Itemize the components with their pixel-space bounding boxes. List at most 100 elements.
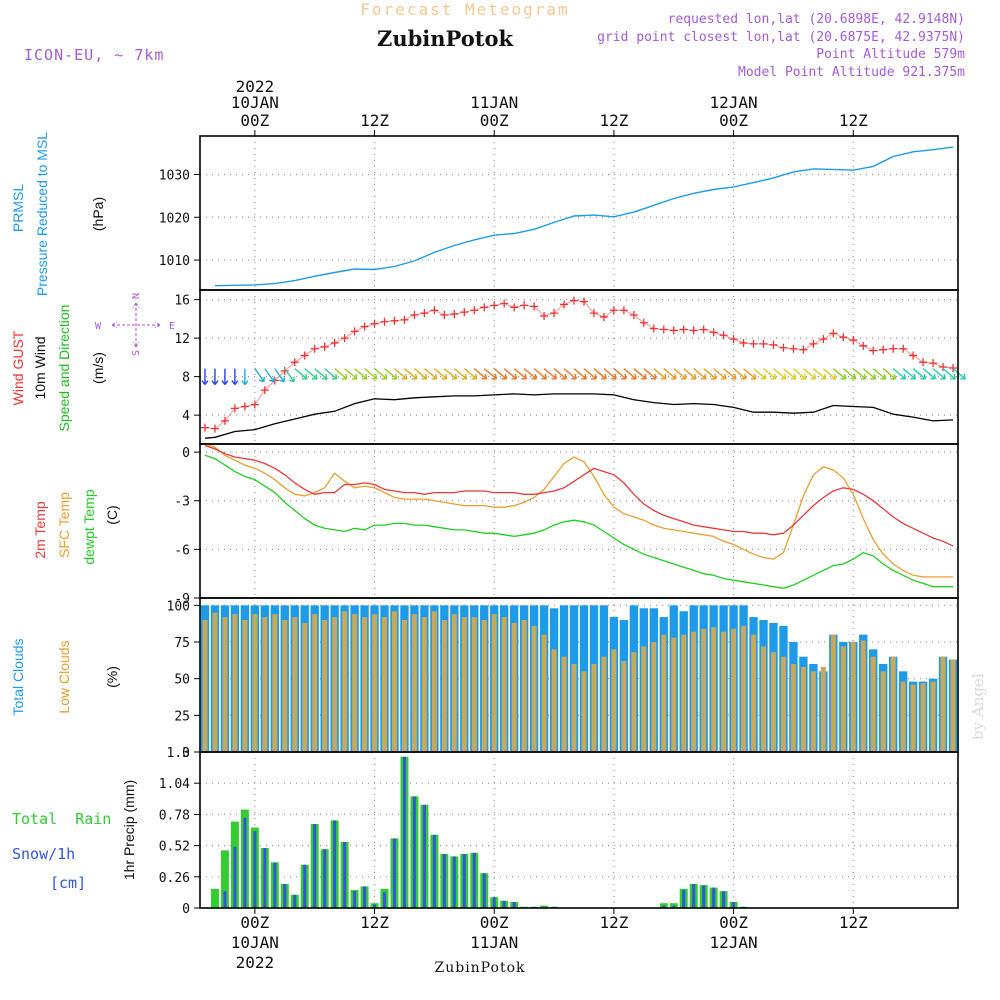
wind-direction-arrow [852,368,867,380]
precip-unit: 1hr Precip (mm) [121,780,137,880]
wind-direction-arrow [573,368,587,380]
clouds-tick-label: 25 [174,709,190,724]
low-cloud-bar [561,656,567,752]
wind-direction-arrow [842,368,857,380]
bottom-time-label: 12Z [839,913,868,932]
snow-unit-label: [cm] [50,874,86,892]
wind-arrow-shape [344,368,358,380]
wind-direction-arrow [284,368,295,383]
pressure-unit: (hPa) [90,197,106,231]
low-cloud-bar [521,620,527,752]
wind-direction-arrow [553,368,568,380]
wind-tick-label: 4 [182,409,190,424]
low-cloud-bar [461,617,467,752]
wind-arrow-shape [583,368,597,380]
snow-bar [692,884,696,908]
wind-arrow-shape [593,368,607,380]
low-cloud-bar [930,681,936,752]
wind-arrow-shape [523,368,538,380]
snow-bar [363,886,367,908]
wind-arrow-shape [463,368,478,380]
wind-direction-arrow [902,368,917,380]
wind-arrow-shape [703,368,717,380]
temp-tick-label: -6 [174,543,190,558]
low-cloud-bar [880,671,886,752]
low-cloud-bar [421,617,427,752]
precip-tick-label: 0 [182,902,190,917]
wind-10m-label: 10m Wind [32,336,48,399]
wind-direction-arrow [753,368,767,380]
wind-arrow-shape [683,368,697,380]
wind-arrow-shape [394,368,408,380]
top-year-label: 2022 [236,77,275,96]
wind-arrow-shape [842,368,857,380]
precip-tick-label: 0.52 [159,840,190,855]
wind-direction-arrow [773,368,787,380]
wind-arrow-shape [882,368,897,380]
low-cloud-bar [860,640,866,752]
wind-direction-arrow [314,368,328,380]
snow-bar [482,873,486,908]
wind-direction-arrow [912,368,927,380]
wind-arrow-shape [573,368,587,380]
low-cloud-bar [391,611,397,752]
low-cloud-bar [810,671,816,752]
wind-arrow-shape [783,368,797,380]
wind-arrow-shape [922,368,937,380]
low-cloud-bar [830,634,836,752]
wind-arrow-shape [693,368,707,380]
snow-bar [323,849,327,908]
wind-direction-arrow [433,368,448,380]
total-clouds-label: Total Clouds [10,638,26,715]
low-cloud-bar [770,652,776,752]
low-cloud-bar [790,664,796,752]
wind-arrow-shape [543,368,558,380]
wind-direction-arrow [413,368,428,380]
wind-direction-arrow [334,368,348,380]
temp-2m-label: 2m Temp [32,501,48,559]
wind-direction-arrow [354,368,368,380]
wind-tick-label: 12 [174,332,190,347]
wind-arrow-shape [374,368,388,380]
snow-bar [452,856,456,908]
wind-arrow-shape [743,368,757,380]
wind-direction-arrow [493,368,508,380]
low-cloud-bar [731,628,737,752]
low-cloud-bar [641,646,647,752]
plot-area: 1010 1020 1030 4 8 12 16 -9 -6 -3 0 0 25 50 75 100 0 0.26… [159,135,966,917]
precip-tick-label: 1.04 [159,777,190,792]
low-cloud-bar [501,617,507,752]
snow-bar [682,890,686,908]
wind-arrow-shape [723,368,737,380]
snow-bar [492,897,496,908]
pressure-panel: 1010 1020 1030 [159,135,959,291]
compass-icon: N S W E [95,293,175,356]
wind-arrow-shape [334,368,348,380]
wind-arrow-shape [413,368,428,380]
wind-arrow-shape [453,368,468,380]
snow-bar [412,796,416,908]
snow-bar [462,854,466,908]
wind-direction-arrow [713,368,727,380]
low-cloud-bar [701,628,707,752]
wind-direction-arrow [633,368,647,380]
wind-arrow-shape [643,368,657,380]
snow-bar [383,892,387,908]
series-line [204,454,953,589]
wind-arrow-shape [493,368,508,380]
snow-bar [712,887,716,908]
snow-bar [233,846,237,908]
cloud-labels: Total Clouds Low Clouds (%) [10,638,120,715]
low-cloud-bar [800,666,806,752]
wind-arrow-shape [832,368,847,380]
wind-direction-arrow [792,368,807,380]
low-cloud-bar [661,634,667,752]
wind-direction-arrow [211,368,219,386]
model-altitude: Model Point Altitude 921.375m [738,65,965,80]
wind-direction-arrow [201,368,209,386]
wind-arrow-shape [802,368,817,380]
low-cloud-bar [362,617,368,752]
wind-arrow-shape [364,368,378,380]
snow-bar [502,900,506,908]
